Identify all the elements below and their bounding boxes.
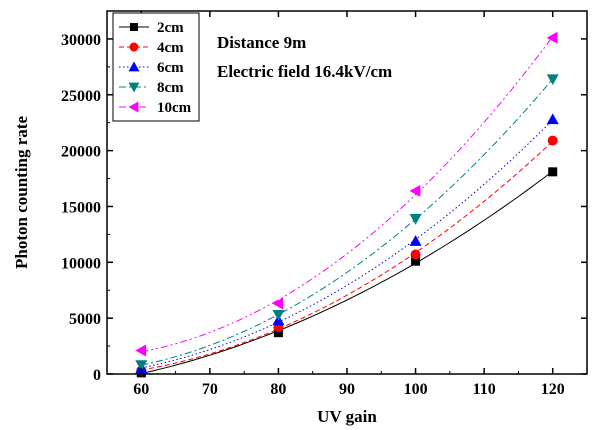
triangle-down-marker [272, 310, 285, 321]
triangle-down-marker [409, 213, 422, 225]
x-tick-label: 60 [133, 381, 149, 398]
fit-curve [141, 170, 554, 375]
fit-curves [141, 36, 554, 375]
legend-label: 10cm [157, 100, 192, 116]
triangle-up-marker [128, 61, 140, 72]
triangle-up-marker [409, 235, 422, 246]
circle-marker [129, 42, 139, 52]
fit-curve [141, 119, 554, 369]
square-marker [130, 23, 138, 31]
circle-marker [410, 249, 421, 260]
y-axis-label: Photon counting rate [12, 116, 31, 269]
y-tick-label: 0 [93, 367, 101, 384]
triangle-left-marker [546, 31, 558, 44]
triangle-left-marker [135, 344, 147, 357]
annotation-text: Distance 9m [217, 33, 306, 52]
triangle-left-marker [272, 297, 284, 310]
y-tick-label: 10000 [61, 255, 101, 272]
legend-label: 4cm [157, 40, 184, 56]
y-tick-label: 20000 [61, 144, 101, 161]
annotation-text: Electric field 16.4kV/cm [217, 62, 392, 81]
square-marker [548, 167, 558, 177]
triangle-down-marker [128, 82, 140, 93]
legend-label: 6cm [157, 60, 184, 76]
triangle-left-marker [409, 184, 421, 197]
x-tick-label: 110 [473, 381, 496, 398]
square-marker [273, 328, 283, 338]
legend-label: 2cm [157, 20, 184, 36]
triangle-down-marker [546, 74, 559, 86]
axis-ticks: 60 70 80 90 100 110 120 0 5000 10000 15000 20000 250… [61, 11, 587, 398]
y-tick-label: 15000 [61, 199, 101, 216]
x-axis-label: UV gain [317, 407, 377, 426]
circle-marker [547, 135, 558, 146]
legend-label: 8cm [157, 80, 184, 96]
triangle-left-marker [128, 101, 139, 113]
fit-curve [141, 140, 554, 371]
y-tick-label: 25000 [61, 88, 101, 105]
x-tick-label: 90 [339, 381, 355, 398]
x-tick-label: 80 [270, 381, 286, 398]
y-tick-label: 30000 [61, 32, 101, 49]
fit-curve [141, 36, 554, 353]
legend: 2cm 4cm 6cm 8cm 10cm [112, 12, 200, 122]
triangle-down-marker [135, 360, 148, 372]
x-tick-label: 120 [541, 381, 565, 398]
triangle-up-marker [546, 113, 559, 125]
square-marker [411, 256, 421, 266]
x-tick-label: 70 [202, 381, 218, 398]
y-tick-label: 5000 [69, 311, 101, 328]
x-tick-label: 100 [404, 381, 428, 398]
annotations: Distance 9m Electric field 16.4kV/cm [217, 33, 392, 81]
fit-curve [141, 78, 554, 366]
